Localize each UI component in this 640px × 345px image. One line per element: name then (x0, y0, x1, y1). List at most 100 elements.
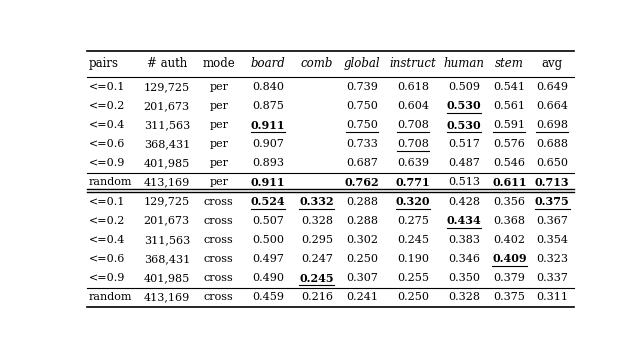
Text: 0.911: 0.911 (251, 177, 285, 188)
Text: board: board (251, 58, 285, 70)
Text: 0.311: 0.311 (536, 292, 568, 302)
Text: 201,673: 201,673 (144, 216, 190, 226)
Text: 0.911: 0.911 (251, 120, 285, 130)
Text: cross: cross (204, 197, 234, 207)
Text: 0.875: 0.875 (252, 101, 284, 111)
Text: 0.245: 0.245 (300, 273, 334, 284)
Text: <=0.1: <=0.1 (89, 197, 125, 207)
Text: 0.541: 0.541 (493, 82, 525, 92)
Text: 311,563: 311,563 (144, 120, 190, 130)
Text: 0.762: 0.762 (345, 177, 380, 188)
Text: 0.713: 0.713 (535, 177, 570, 188)
Text: # auth: # auth (147, 58, 187, 70)
Text: 0.664: 0.664 (536, 101, 568, 111)
Text: comb: comb (301, 58, 333, 70)
Text: 0.375: 0.375 (493, 292, 525, 302)
Text: <=0.4: <=0.4 (89, 120, 125, 130)
Text: 0.530: 0.530 (447, 120, 481, 130)
Text: <=0.1: <=0.1 (89, 82, 125, 92)
Text: 0.513: 0.513 (448, 177, 480, 187)
Text: per: per (209, 139, 228, 149)
Text: 0.250: 0.250 (346, 254, 378, 264)
Text: 0.840: 0.840 (252, 82, 284, 92)
Text: 0.487: 0.487 (448, 158, 480, 168)
Text: 0.288: 0.288 (346, 197, 378, 207)
Text: 0.337: 0.337 (536, 273, 568, 283)
Text: 0.216: 0.216 (301, 292, 333, 302)
Text: 0.611: 0.611 (492, 177, 527, 188)
Text: cross: cross (204, 254, 234, 264)
Text: 0.247: 0.247 (301, 254, 333, 264)
Text: 0.591: 0.591 (493, 120, 525, 130)
Text: 0.604: 0.604 (397, 101, 429, 111)
Text: 0.328: 0.328 (301, 216, 333, 226)
Text: 0.302: 0.302 (346, 235, 378, 245)
Text: random: random (89, 292, 132, 302)
Text: 0.688: 0.688 (536, 139, 568, 149)
Text: 413,169: 413,169 (144, 292, 190, 302)
Text: 0.639: 0.639 (397, 158, 429, 168)
Text: 0.698: 0.698 (536, 120, 568, 130)
Text: 0.708: 0.708 (397, 139, 429, 149)
Text: avg: avg (541, 58, 563, 70)
Text: 0.708: 0.708 (397, 120, 429, 130)
Text: 0.190: 0.190 (397, 254, 429, 264)
Text: 0.245: 0.245 (397, 235, 429, 245)
Text: cross: cross (204, 273, 234, 283)
Text: <=0.6: <=0.6 (89, 254, 125, 264)
Text: 0.687: 0.687 (346, 158, 378, 168)
Text: per: per (209, 120, 228, 130)
Text: 0.490: 0.490 (252, 273, 284, 283)
Text: 0.649: 0.649 (536, 82, 568, 92)
Text: <=0.9: <=0.9 (89, 158, 125, 168)
Text: 0.375: 0.375 (535, 196, 570, 207)
Text: per: per (209, 177, 228, 187)
Text: 0.907: 0.907 (252, 139, 284, 149)
Text: <=0.4: <=0.4 (89, 235, 125, 245)
Text: 368,431: 368,431 (144, 254, 190, 264)
Text: 0.893: 0.893 (252, 158, 284, 168)
Text: 368,431: 368,431 (144, 139, 190, 149)
Text: 0.750: 0.750 (346, 120, 378, 130)
Text: 0.618: 0.618 (397, 82, 429, 92)
Text: pairs: pairs (89, 58, 119, 70)
Text: 0.459: 0.459 (252, 292, 284, 302)
Text: cross: cross (204, 235, 234, 245)
Text: 0.561: 0.561 (493, 101, 525, 111)
Text: 0.328: 0.328 (448, 292, 480, 302)
Text: 0.530: 0.530 (447, 100, 481, 111)
Text: 0.350: 0.350 (448, 273, 480, 283)
Text: per: per (209, 101, 228, 111)
Text: 0.517: 0.517 (448, 139, 480, 149)
Text: 0.332: 0.332 (300, 196, 334, 207)
Text: 0.346: 0.346 (448, 254, 480, 264)
Text: <=0.2: <=0.2 (89, 101, 125, 111)
Text: 413,169: 413,169 (144, 177, 190, 187)
Text: cross: cross (204, 292, 234, 302)
Text: per: per (209, 82, 228, 92)
Text: <=0.6: <=0.6 (89, 139, 125, 149)
Text: 0.383: 0.383 (448, 235, 480, 245)
Text: 0.409: 0.409 (492, 254, 527, 265)
Text: <=0.2: <=0.2 (89, 216, 125, 226)
Text: 0.250: 0.250 (397, 292, 429, 302)
Text: 0.576: 0.576 (493, 139, 525, 149)
Text: 0.241: 0.241 (346, 292, 378, 302)
Text: 0.275: 0.275 (397, 216, 429, 226)
Text: 0.288: 0.288 (346, 216, 378, 226)
Text: 0.255: 0.255 (397, 273, 429, 283)
Text: 0.650: 0.650 (536, 158, 568, 168)
Text: 0.428: 0.428 (448, 197, 480, 207)
Text: instruct: instruct (390, 58, 436, 70)
Text: 0.367: 0.367 (536, 216, 568, 226)
Text: 129,725: 129,725 (144, 82, 190, 92)
Text: 0.307: 0.307 (346, 273, 378, 283)
Text: 0.524: 0.524 (251, 196, 285, 207)
Text: 0.323: 0.323 (536, 254, 568, 264)
Text: 0.500: 0.500 (252, 235, 284, 245)
Text: per: per (209, 158, 228, 168)
Text: 0.320: 0.320 (396, 196, 430, 207)
Text: 0.354: 0.354 (536, 235, 568, 245)
Text: 401,985: 401,985 (144, 273, 190, 283)
Text: 0.771: 0.771 (396, 177, 431, 188)
